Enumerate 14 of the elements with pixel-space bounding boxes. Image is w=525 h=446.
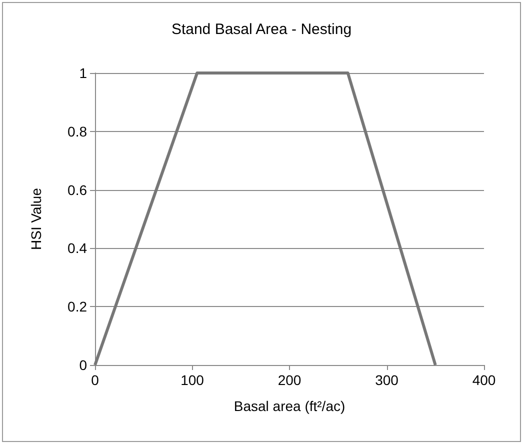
x-tick-label: 400 bbox=[472, 372, 496, 388]
x-tick-label: 200 bbox=[278, 372, 302, 388]
x-tick-label: 300 bbox=[375, 372, 399, 388]
y-tick-label: 0.4 bbox=[68, 240, 88, 256]
y-axis-title: HSI Value bbox=[28, 188, 44, 250]
x-tick-label: 100 bbox=[180, 372, 204, 388]
chart-title: Stand Basal Area - Nesting bbox=[171, 21, 352, 38]
y-tick-label: 0.8 bbox=[68, 123, 88, 140]
x-tick-label: 0 bbox=[91, 372, 100, 388]
y-tick-label: 0 bbox=[79, 357, 88, 373]
y-tick-label: 0.6 bbox=[68, 182, 88, 198]
y-tick-label: 1 bbox=[79, 65, 88, 81]
y-tick-label: 0.2 bbox=[68, 298, 88, 315]
x-axis-title: Basal area (ft²/ac) bbox=[234, 398, 346, 414]
